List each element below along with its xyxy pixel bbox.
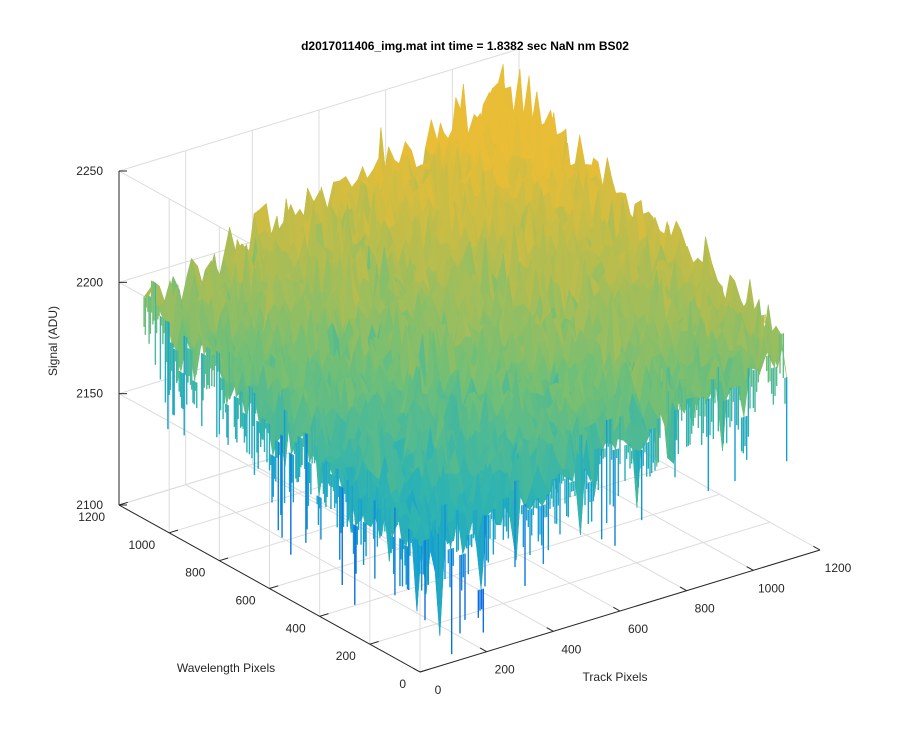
z-tick-label: 2200 bbox=[76, 275, 103, 289]
z-axis-label: Signal (ADU) bbox=[46, 306, 60, 376]
grid-line bbox=[118, 48, 520, 172]
x-tick-label: 800 bbox=[695, 602, 715, 616]
y-tick-label: 0 bbox=[399, 677, 406, 691]
x-tick-label: 400 bbox=[561, 642, 581, 656]
x-tick-label: 0 bbox=[435, 683, 442, 697]
grid-line bbox=[118, 393, 421, 562]
z-tick-label: 2100 bbox=[76, 498, 103, 512]
y-tick-label: 1000 bbox=[128, 538, 155, 552]
x-tick-label: 200 bbox=[495, 663, 515, 677]
grid-line bbox=[319, 493, 720, 617]
y-tick-label: 800 bbox=[185, 566, 205, 580]
z-tick-label: 2150 bbox=[76, 387, 103, 401]
x-tick-label: 1200 bbox=[825, 561, 852, 575]
y-tick-label: 400 bbox=[286, 621, 306, 635]
surface bbox=[143, 64, 788, 655]
y-tick-label: 600 bbox=[235, 594, 255, 608]
x-tick-label: 600 bbox=[628, 622, 648, 636]
x-axis-label: Track Pixels bbox=[583, 670, 648, 684]
y-tick-label: 200 bbox=[336, 649, 356, 663]
z-tick-label: 2250 bbox=[76, 164, 103, 178]
x-tick-label: 1000 bbox=[758, 581, 785, 595]
grid-line bbox=[369, 521, 770, 645]
y-tick-label: 1200 bbox=[78, 510, 105, 524]
chart-title: d2017011406_img.mat int time = 1.8382 se… bbox=[301, 39, 629, 53]
y-axis-label: Wavelength Pixels bbox=[177, 661, 275, 675]
